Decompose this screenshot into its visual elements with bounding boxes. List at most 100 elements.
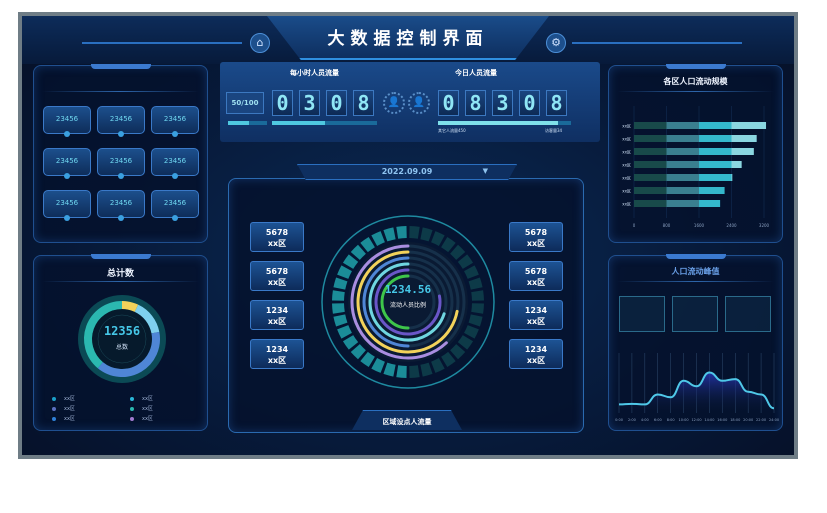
stat-label: xx区 xyxy=(526,317,546,326)
today-digit: 0 xyxy=(438,90,459,116)
peak-panel: 人口流动峰值 0:00 2:00 4:00 6:00 8:00 10:00 12:00 14:… xyxy=(608,254,783,431)
bar-segment xyxy=(731,122,764,129)
home-icon[interactable]: ⌂ xyxy=(250,33,270,53)
hourly-digit: 3 xyxy=(299,90,320,116)
bar-segment xyxy=(699,122,732,129)
stat-label: xx区 xyxy=(526,356,546,365)
panel-divider xyxy=(617,281,774,282)
donut-segment xyxy=(121,301,139,312)
tick-segment xyxy=(468,277,483,290)
stat-button[interactable]: 23456 xyxy=(97,148,145,179)
x-tick-label: 24:00 xyxy=(769,418,779,422)
tick-segment xyxy=(371,231,385,246)
stat-button[interactable]: 23456 xyxy=(97,190,145,221)
outer-circle xyxy=(321,215,495,389)
area-stat-box[interactable]: 1234 xx区 xyxy=(250,300,304,330)
y-category-label: xx区 xyxy=(622,150,631,155)
tick-segment xyxy=(450,244,466,260)
donut-inner-circle xyxy=(97,314,147,364)
bar-segment xyxy=(666,174,699,181)
stat-button[interactable]: 23456 xyxy=(43,106,91,137)
flow-bar-chart: 0 800 1600 2400 3200 xx区 xx区 xx区 xx区 xx区 xx区 xx区 xyxy=(622,106,770,228)
hourly-progress xyxy=(272,121,377,125)
hourly-small-progress xyxy=(228,121,267,125)
tick-segment xyxy=(450,344,466,360)
date-selector[interactable]: 2022.09.09 ▼ xyxy=(297,164,517,180)
donut-segment xyxy=(97,331,160,377)
stat-button[interactable]: 23456 xyxy=(151,148,199,179)
hourly-ratio: 50/100 xyxy=(226,92,264,114)
area-chart-title: 人口流动峰值 xyxy=(671,267,720,276)
legend-label: xx区 xyxy=(142,396,153,402)
bar-segment xyxy=(666,135,699,142)
legend-label: xx区 xyxy=(142,416,153,422)
area-stat-box[interactable]: 5678 xx区 xyxy=(509,261,563,291)
chevron-down-icon[interactable]: ▼ xyxy=(482,167,488,175)
legend-label: xx区 xyxy=(64,396,75,402)
stat-value: 1234 xyxy=(524,345,548,354)
area-stat-box[interactable]: 1234 xx区 xyxy=(509,300,563,330)
header-title-plate xyxy=(267,16,549,60)
stat-button[interactable]: 23456 xyxy=(151,190,199,221)
legend-item: xx区 xyxy=(130,415,153,422)
area-stat-box[interactable]: 5678 xx区 xyxy=(509,222,563,252)
bar-segment xyxy=(699,135,732,142)
bar-segment xyxy=(699,174,732,181)
area-stat-box[interactable]: 1234 xx区 xyxy=(509,339,563,369)
donut-center xyxy=(92,309,152,369)
center-ring-chart xyxy=(321,215,495,389)
stat-button[interactable]: 23456 xyxy=(97,106,145,137)
panel-divider xyxy=(42,91,199,92)
panel-tab xyxy=(90,64,151,69)
header: 大数据控制界面 ⌂ ⚙ xyxy=(22,16,794,64)
today-title: 今日人员流量 xyxy=(455,69,497,77)
x-tick-label: 2400 xyxy=(726,223,737,228)
stat-button[interactable]: 23456 xyxy=(151,106,199,137)
legend-label: xx区 xyxy=(64,406,75,412)
legend-item: xx区 xyxy=(130,395,153,402)
stat-button[interactable]: 23456 xyxy=(43,148,91,179)
ring-arc xyxy=(362,256,410,348)
tick-segment xyxy=(360,236,375,253)
x-tick-label: 0 xyxy=(633,223,636,228)
peak-area-chart: 0:00 2:00 4:00 6:00 8:00 10:00 12:00 14:00 16:00… xyxy=(615,353,779,422)
tick-segment xyxy=(332,303,345,314)
date-value: 2022.09.09 xyxy=(381,167,433,176)
stat-value: 1234 xyxy=(265,306,289,315)
area-stat-box[interactable]: 1234 xx区 xyxy=(250,339,304,369)
gear-icon[interactable]: ⚙ xyxy=(546,33,566,53)
legend-dot xyxy=(130,396,134,401)
bar-segment xyxy=(634,187,667,194)
legend-dot xyxy=(52,416,56,421)
area-stat-box[interactable]: 5678 xx区 xyxy=(250,222,304,252)
visitor-label: 访客量34 xyxy=(545,128,563,133)
tick-segment xyxy=(468,314,483,327)
hourly-digit: 8 xyxy=(353,90,374,116)
y-category-label: xx区 xyxy=(622,176,631,181)
stat-button[interactable]: 23456 xyxy=(43,190,91,221)
tick-segment xyxy=(360,351,375,368)
stat-value: 5678 xyxy=(524,267,548,276)
area-stat-box[interactable]: 5678 xx区 xyxy=(250,261,304,291)
donut-segment xyxy=(84,301,123,369)
bar-segment xyxy=(666,187,699,194)
stat-value: 1234 xyxy=(265,345,289,354)
tick-segment xyxy=(371,358,385,373)
tick-segment xyxy=(471,303,484,314)
area-fill xyxy=(619,372,774,413)
tick-segment xyxy=(333,277,348,290)
tick-segment xyxy=(420,227,433,242)
bar-segment xyxy=(699,200,721,207)
x-tick-label: 800 xyxy=(663,223,671,228)
panel-divider xyxy=(42,281,199,282)
legend-item: xx区 xyxy=(52,395,75,402)
stat-value: 1234 xyxy=(524,306,548,315)
today-digit: 0 xyxy=(519,90,540,116)
other-flow-label: 其它人流量450 xyxy=(438,128,466,133)
tick-segment xyxy=(420,362,433,377)
header-line-left xyxy=(82,42,242,44)
y-category-label: xx区 xyxy=(622,163,631,168)
stat-label: xx区 xyxy=(267,317,287,326)
tick-segment xyxy=(383,227,396,242)
ring-arc xyxy=(380,274,410,330)
